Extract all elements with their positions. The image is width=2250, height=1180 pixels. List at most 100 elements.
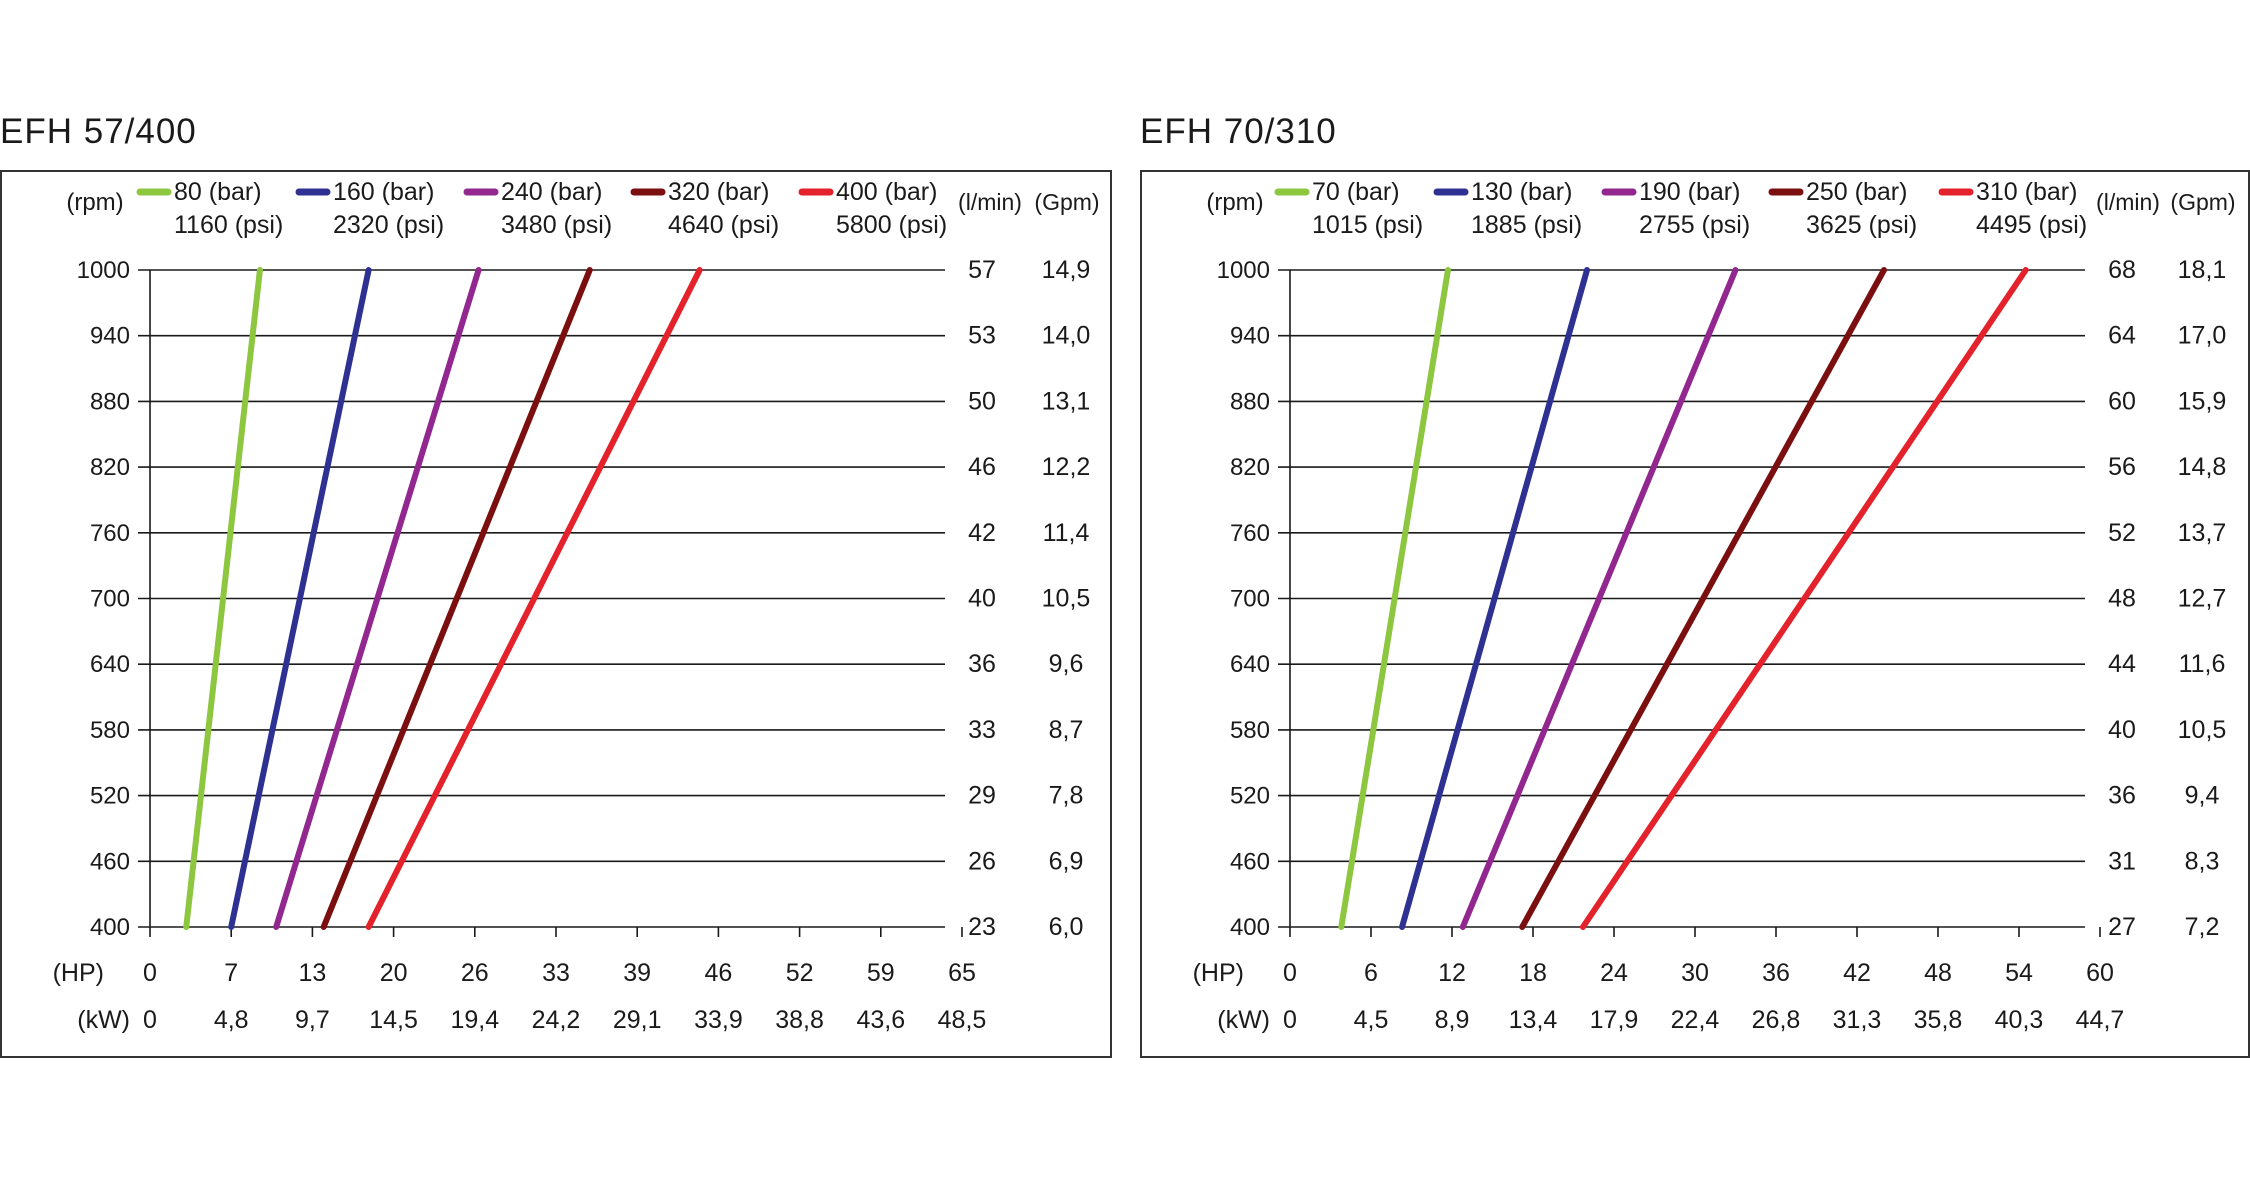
rpm-tick-label: 760	[90, 520, 130, 547]
legend-sublabel: 4640 (psi)	[668, 211, 779, 239]
rpm-tick-label: 460	[1230, 848, 1270, 875]
flow-lpm-value: 68	[2108, 256, 2136, 284]
kw-tick-label: 19,4	[450, 1006, 499, 1034]
flow-lpm-value: 27	[2108, 913, 2136, 941]
hp-tick-label: 42	[1843, 959, 1871, 987]
flow-gpm-value: 12,7	[2178, 585, 2227, 613]
legend-label: 400 (bar)	[836, 178, 937, 206]
flow-lpm-value: 46	[968, 453, 996, 481]
flow-gpm-value: 6,0	[1049, 913, 1084, 941]
y-unit-label: (rpm)	[1206, 189, 1263, 216]
legend-label: 320 (bar)	[668, 178, 769, 206]
hp-tick-label: 26	[461, 959, 489, 987]
kw-tick-label: 43,6	[856, 1006, 905, 1034]
hp-axis-label: (HP)	[53, 959, 104, 987]
flow-gpm-value: 9,4	[2185, 782, 2220, 810]
flow-lpm-value: 50	[968, 387, 996, 415]
rpm-tick-label: 940	[90, 323, 130, 350]
flow-lpm-header: (l/min)	[958, 189, 1022, 215]
flow-gpm-value: 12,2	[1042, 453, 1091, 481]
hp-tick-label: 24	[1600, 959, 1628, 987]
series-line	[1399, 267, 1590, 930]
hp-tick-label: 12	[1438, 959, 1466, 987]
flow-gpm-value: 10,5	[1042, 585, 1091, 613]
hp-axis-label: (HP)	[1193, 959, 1244, 987]
hp-tick-label: 39	[623, 959, 651, 987]
chart-frame	[0, 170, 1112, 1058]
rpm-tick-label: 580	[90, 717, 130, 744]
kw-tick-label: 29,1	[613, 1006, 662, 1034]
flow-gpm-header: (Gpm)	[1034, 189, 1099, 215]
legend-label: 310 (bar)	[1976, 178, 2077, 206]
hp-tick-label: 20	[380, 959, 408, 987]
kw-tick-label: 33,9	[694, 1006, 743, 1034]
kw-tick-label: 48,5	[938, 1006, 987, 1034]
kw-tick-label: 22,4	[1671, 1006, 1720, 1034]
chart-efh-70-310: (rpm) (l/min) (Gpm) 70 (bar) 1015 (psi) 130 (…	[1140, 170, 2250, 1058]
chart-title-efh-57-400: EFH 57/400	[0, 112, 197, 151]
legend-sublabel: 1015 (psi)	[1312, 211, 1423, 239]
rpm-tick-label: 1000	[77, 257, 130, 284]
flow-lpm-value: 60	[2108, 387, 2136, 415]
flow-lpm-value: 23	[968, 913, 996, 941]
flow-lpm-value: 26	[968, 847, 996, 875]
kw-tick-label: 31,3	[1833, 1006, 1882, 1034]
kw-tick-label: 40,3	[1995, 1006, 2044, 1034]
flow-lpm-value: 36	[968, 650, 996, 678]
legend-sublabel: 1160 (psi)	[174, 211, 283, 239]
legend-label: 250 (bar)	[1806, 178, 1907, 206]
kw-axis-label: (kW)	[77, 1006, 130, 1034]
rpm-tick-label: 640	[1230, 651, 1270, 678]
kw-tick-label: 4,5	[1354, 1006, 1389, 1034]
hp-tick-label: 7	[224, 959, 238, 987]
flow-lpm-value: 31	[2108, 847, 2136, 875]
hp-tick-label: 36	[1762, 959, 1790, 987]
hp-tick-label: 30	[1681, 959, 1709, 987]
series-line	[1579, 267, 2029, 930]
legend-sublabel: 2320 (psi)	[333, 211, 444, 239]
flow-gpm-value: 7,8	[1049, 782, 1084, 810]
chart-frame	[1140, 170, 2250, 1058]
flow-gpm-value: 6,9	[1049, 847, 1084, 875]
flow-gpm-value: 9,6	[1049, 650, 1084, 678]
flow-lpm-value: 44	[2108, 650, 2136, 678]
rpm-tick-label: 700	[90, 586, 130, 613]
hp-tick-label: 18	[1519, 959, 1547, 987]
flow-lpm-value: 48	[2108, 585, 2136, 613]
rpm-tick-label: 520	[1230, 783, 1270, 810]
flow-lpm-value: 33	[968, 716, 996, 744]
legend-label: 240 (bar)	[501, 178, 602, 206]
kw-tick-label: 17,9	[1590, 1006, 1639, 1034]
rpm-tick-label: 940	[1230, 323, 1270, 350]
flow-lpm-value: 42	[968, 519, 996, 547]
rpm-tick-label: 700	[1230, 586, 1270, 613]
rpm-tick-label: 760	[1230, 520, 1270, 547]
kw-tick-label: 0	[143, 1006, 157, 1034]
flow-gpm-value: 11,6	[2179, 650, 2226, 678]
legend-sublabel: 4495 (psi)	[1976, 211, 2087, 239]
legend-sublabel: 2755 (psi)	[1639, 211, 1750, 239]
flow-gpm-value: 11,4	[1043, 519, 1090, 547]
legend-label: 130 (bar)	[1471, 178, 1572, 206]
hp-tick-label: 60	[2086, 959, 2114, 987]
hp-tick-label: 52	[786, 959, 814, 987]
legend-label: 70 (bar)	[1312, 178, 1400, 206]
y-unit-label: (rpm)	[66, 189, 123, 216]
flow-lpm-value: 29	[968, 782, 996, 810]
hp-tick-label: 54	[2005, 959, 2033, 987]
rpm-tick-label: 820	[90, 454, 130, 481]
hp-tick-label: 0	[143, 959, 157, 987]
rpm-tick-label: 1000	[1217, 257, 1270, 284]
series-line	[273, 267, 482, 930]
series-line	[228, 267, 372, 930]
legend-sublabel: 3625 (psi)	[1806, 211, 1917, 239]
flow-gpm-value: 15,9	[2178, 387, 2227, 415]
kw-tick-label: 0	[1283, 1006, 1297, 1034]
kw-tick-label: 44,7	[2076, 1006, 2125, 1034]
rpm-tick-label: 400	[90, 914, 130, 941]
rpm-tick-label: 820	[1230, 454, 1270, 481]
kw-tick-label: 26,8	[1752, 1006, 1801, 1034]
hp-tick-label: 65	[948, 959, 976, 987]
hp-tick-label: 13	[298, 959, 326, 987]
hp-tick-label: 46	[704, 959, 732, 987]
